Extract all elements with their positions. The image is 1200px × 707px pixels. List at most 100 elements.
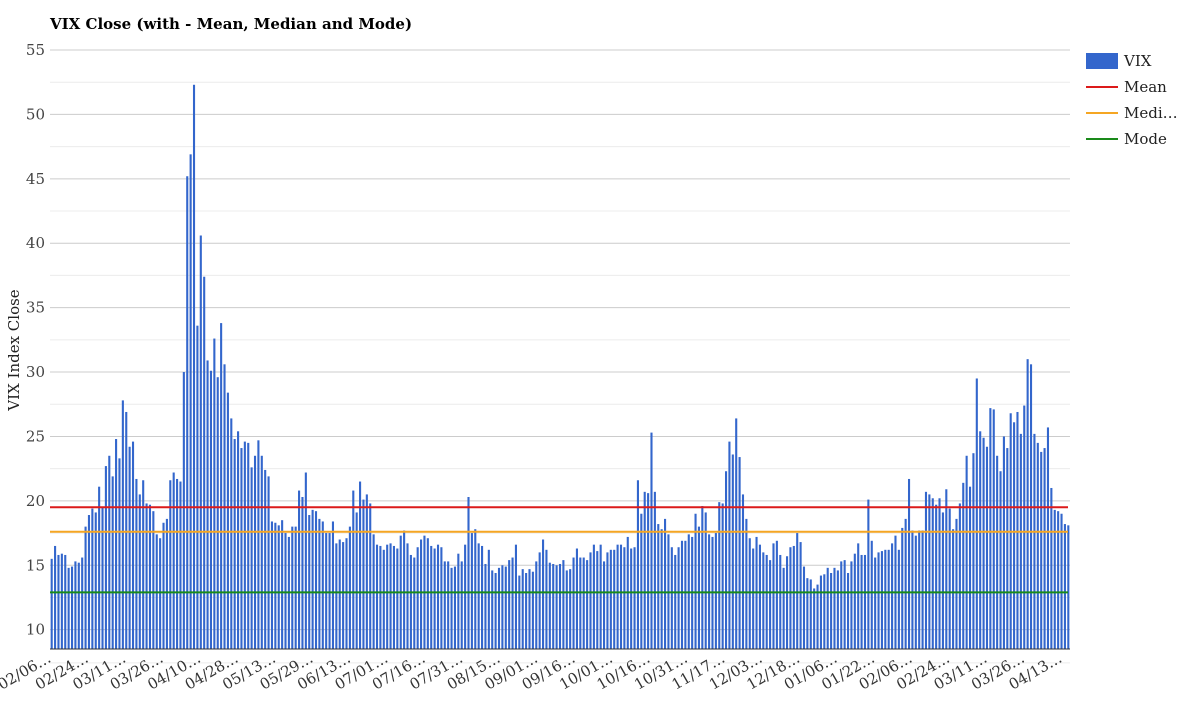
vix-bar[interactable] [338,539,341,649]
vix-bar[interactable] [145,503,148,649]
vix-bar[interactable] [260,455,263,649]
vix-bar[interactable] [1060,513,1063,649]
vix-bar[interactable] [697,526,700,649]
vix-bar[interactable] [548,562,551,649]
vix-bar[interactable] [725,471,728,649]
vix-bar[interactable] [989,408,992,649]
vix-bar[interactable] [199,235,202,650]
vix-bar[interactable] [226,392,229,649]
vix-bar[interactable] [558,563,562,649]
vix-bar[interactable] [891,543,894,649]
vix-bar[interactable] [403,530,406,649]
vix-bar[interactable] [918,530,921,649]
vix-bar[interactable] [653,491,656,649]
vix-bar[interactable] [457,553,460,649]
vix-bar[interactable] [714,533,717,649]
vix-bar[interactable] [511,557,514,649]
vix-bar[interactable] [331,521,335,649]
vix-bar[interactable] [948,508,951,649]
vix-bar[interactable] [809,579,812,649]
vix-bar[interactable] [1023,405,1026,649]
vix-bar[interactable] [674,554,677,649]
vix-bar[interactable] [159,538,162,649]
vix-bar[interactable] [220,323,223,649]
vix-bar[interactable] [430,545,433,649]
vix-bar[interactable] [799,542,802,649]
vix-bar[interactable] [1026,359,1029,649]
vix-bar[interactable] [186,176,189,650]
vix-bar[interactable] [782,567,785,649]
vix-bar[interactable] [741,494,745,649]
vix-bar[interactable] [504,566,507,649]
vix-bar[interactable] [81,557,84,649]
vix-bar[interactable] [538,552,541,649]
vix-bar[interactable] [342,542,345,649]
vix-bar[interactable] [765,554,768,649]
vix-bar[interactable] [850,561,853,649]
vix-bar[interactable] [975,378,978,649]
vix-bar[interactable] [518,575,521,649]
vix-bar[interactable] [911,530,914,649]
vix-bar[interactable] [843,560,846,649]
vix-bar[interactable] [985,446,989,649]
vix-bar[interactable] [735,418,738,649]
vix-bar[interactable] [999,471,1002,649]
vix-bar[interactable] [901,527,904,649]
vix-bar[interactable] [992,409,995,649]
vix-bar[interactable] [779,554,782,649]
vix-bar[interactable] [328,533,331,649]
vix-bar[interactable] [433,548,436,649]
vix-bar[interactable] [182,372,185,649]
vix-bar[interactable] [179,481,182,649]
vix-bar[interactable] [77,562,80,649]
vix-bar[interactable] [836,570,839,649]
vix-bar[interactable] [545,549,548,649]
vix-bar[interactable] [1006,448,1009,649]
vix-bar[interactable] [921,530,924,649]
vix-bar[interactable] [209,370,213,649]
vix-bar[interactable] [464,544,467,649]
vix-bar[interactable] [230,418,233,649]
vix-bar[interactable] [206,360,209,649]
vix-bar[interactable] [1040,451,1043,649]
vix-bar[interactable] [352,490,355,649]
vix-bar[interactable] [748,538,751,649]
vix-bar[interactable] [291,526,294,649]
vix-bar[interactable] [115,439,118,649]
vix-bar[interactable] [406,543,409,649]
vix-bar[interactable] [1033,433,1036,649]
vix-bar[interactable] [362,499,365,649]
vix-bar[interactable] [98,486,101,649]
vix-bar[interactable] [257,440,260,649]
vix-bar[interactable] [979,431,982,649]
vix-bar[interactable] [569,569,572,649]
vix-bar[interactable] [148,504,152,649]
vix-bar[interactable] [965,455,968,649]
vix-bar[interactable] [192,84,196,649]
vix-bar[interactable] [514,544,517,649]
vix-bar[interactable] [996,455,999,649]
vix-bar[interactable] [142,480,145,649]
vix-bar[interactable] [528,569,531,649]
vix-bar[interactable] [1019,433,1022,649]
vix-bar[interactable] [308,515,311,649]
vix-bar[interactable] [962,482,965,649]
vix-bar[interactable] [758,544,761,649]
legend-item-mean[interactable]: Mean [1086,74,1198,100]
vix-bar[interactable] [935,504,938,649]
vix-bar[interactable] [941,512,944,649]
vix-bar[interactable] [636,480,639,649]
vix-bar[interactable] [131,441,135,649]
vix-bar[interactable] [389,543,392,649]
vix-bar[interactable] [348,526,351,649]
vix-bar[interactable] [853,553,856,649]
vix-bar[interactable] [738,457,741,649]
vix-bar[interactable] [830,573,833,649]
vix-bar[interactable] [657,524,660,649]
vix-bar[interactable] [660,529,663,649]
vix-bar[interactable] [772,543,775,649]
vix-bar[interactable] [135,478,138,649]
vix-bar[interactable] [359,481,362,649]
vix-bar[interactable] [203,276,206,649]
vix-bar[interactable] [169,480,172,649]
